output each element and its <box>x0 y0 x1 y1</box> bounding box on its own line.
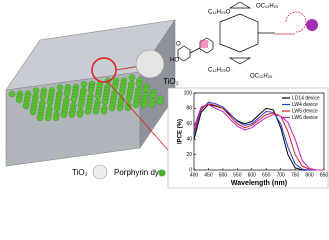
y-tick-label: 100 <box>184 90 193 96</box>
dye-particle <box>84 108 92 115</box>
dye-particle <box>124 104 132 112</box>
dye-particle <box>52 114 60 122</box>
dye-particle <box>60 111 68 118</box>
dye-particle <box>116 104 124 112</box>
dye-particle <box>44 114 52 122</box>
dye-particle <box>142 86 150 93</box>
y-tick-label: 20 <box>186 152 192 158</box>
dye-particle <box>149 92 157 99</box>
y-tick-label: 60 <box>186 121 192 127</box>
chain-label: OC₁₂H₂₅ <box>250 74 273 80</box>
tio2-label: TiO₂ <box>163 77 179 86</box>
metal-ion <box>306 19 318 31</box>
chain-label: C₁₂H₂₅O <box>208 68 231 74</box>
dye-particle <box>80 80 88 88</box>
y-axis-label: IPCE (%) <box>178 119 184 144</box>
legend-dye-icon <box>158 169 166 177</box>
x-tick-label: 850 <box>320 172 329 178</box>
dye-particle <box>132 101 140 109</box>
zoom-line <box>107 81 169 151</box>
dye-particle <box>111 83 119 91</box>
dye-particle <box>8 90 16 98</box>
series-line <box>193 103 324 171</box>
dye-particle <box>108 104 116 112</box>
dye-particle <box>32 87 40 94</box>
chart: 0 20 40 60 80 100 400 450 500 550 600 650 700 750 800 8… <box>178 90 329 187</box>
series-line <box>193 103 324 171</box>
x-tick-label: 600 <box>248 172 257 178</box>
dye-particle <box>63 90 71 97</box>
x-axis-label: Wavelength (nm) <box>231 180 287 187</box>
tio2-sphere <box>135 49 165 79</box>
molecule <box>177 1 307 65</box>
dye-particle <box>128 74 136 81</box>
legend-text: Porphyrin dye <box>114 168 164 177</box>
x-tick-label: 500 <box>219 172 228 178</box>
dye-particle <box>46 99 54 106</box>
btd-unit <box>200 40 208 48</box>
series-line <box>193 101 324 171</box>
dye-particle <box>135 80 143 87</box>
dye-particle <box>140 101 148 108</box>
dye-particle <box>125 95 133 103</box>
x-tick-label: 800 <box>305 172 314 178</box>
dye-particle <box>56 84 64 91</box>
dye-particle <box>70 96 78 103</box>
dye-particle <box>77 102 85 109</box>
dye-particle <box>92 108 100 115</box>
dye-particle <box>156 98 164 105</box>
dye-particle <box>100 107 108 115</box>
dye-particle <box>22 102 30 110</box>
y-tick-label: 40 <box>186 137 192 143</box>
y-tick-label: 80 <box>186 106 192 112</box>
dye-particle <box>94 92 102 100</box>
dye-particle <box>36 114 44 122</box>
dye-particle <box>29 108 37 116</box>
legend-label: LW4 device <box>292 102 318 108</box>
atom-label: O <box>176 42 181 48</box>
dye-particle <box>68 111 76 118</box>
atom-label: HO <box>170 58 179 64</box>
x-tick-label: 650 <box>262 172 271 178</box>
x-tick-label: 750 <box>291 172 300 178</box>
series-line <box>193 103 324 171</box>
legend-label: LW5 device <box>292 108 318 114</box>
dye-particle <box>87 86 95 94</box>
legend-tio2-icon <box>92 164 108 180</box>
legend-label: LW6 device <box>292 115 318 121</box>
dye-particle <box>53 105 61 112</box>
chain-label: C₁₂H₂₅O <box>208 10 231 16</box>
dye-particle <box>101 98 109 106</box>
x-tick-label: 700 <box>276 172 285 178</box>
legend-label: LD14 device <box>292 95 320 101</box>
x-tick-label: 450 <box>204 172 213 178</box>
y-tick-label: 0 <box>189 167 192 173</box>
figure: TiO₂ O HO C₁₂H₂₅O OC₁₂H₂₅ C₁₂H₂₅O OC₁₂H₂… <box>5 1 329 189</box>
dye-particle <box>15 96 23 104</box>
x-tick-label: 550 <box>233 172 242 178</box>
dye-particle <box>39 93 47 100</box>
legend-text: TiO₂ <box>72 168 88 177</box>
dye-particle <box>76 111 84 118</box>
dye-particles <box>8 74 164 122</box>
dye-particle <box>148 101 156 108</box>
chain-label: OC₁₂H₂₅ <box>256 4 279 10</box>
x-tick-label: 400 <box>190 172 199 178</box>
